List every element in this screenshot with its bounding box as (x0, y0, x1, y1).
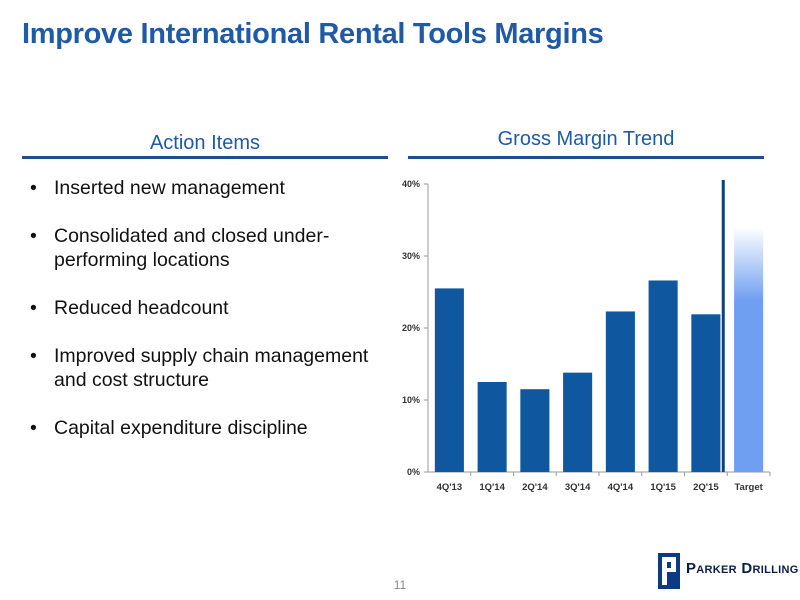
gross-margin-rule (408, 156, 764, 159)
action-item: • Reduced headcount (30, 296, 390, 320)
y-tick-label: 40% (402, 179, 420, 189)
action-item-text: Reduced headcount (54, 297, 229, 319)
action-item: • Improved supply chain management and co… (30, 344, 390, 392)
margin-bar (648, 280, 678, 472)
margin-bar (563, 372, 593, 472)
bullet-icon: • (30, 225, 37, 247)
bullet-icon: • (30, 417, 37, 439)
margin-bar (520, 389, 550, 472)
bullet-icon: • (30, 297, 37, 319)
action-item-text: Improved supply chain management and cos… (54, 345, 369, 391)
y-tick-label: 10% (402, 395, 420, 405)
x-tick-label: 2Q'15 (693, 482, 719, 493)
action-item-text: Consolidated and closed under-performing… (54, 225, 330, 271)
target-divider-line (721, 180, 725, 472)
action-item: • Inserted new management (30, 176, 390, 200)
logo-text: Parker Drilling (686, 560, 799, 577)
page-number: 11 (393, 578, 407, 592)
y-tick-label: 30% (402, 251, 420, 261)
gross-margin-chart: 0% 10% 20% 30% 40% 4Q'13 1Q'14 2Q'14 3Q'14 4Q'14 1… (402, 179, 771, 493)
x-tick-label: 3Q'14 (565, 482, 591, 493)
action-items-rule (22, 156, 388, 159)
action-item-text: Capital expenditure discipline (54, 417, 308, 439)
y-tick-label: 20% (402, 323, 420, 333)
bullet-icon: • (30, 177, 37, 199)
x-tick-label: 4Q'14 (608, 482, 634, 493)
margin-bar (691, 314, 721, 472)
x-tick-label: Target (734, 482, 763, 493)
x-tick-label: 4Q'13 (437, 482, 463, 493)
slide-title: Improve International Rental Tools Margi… (22, 18, 604, 50)
action-items-list: • Inserted new management • Consolidated a… (30, 176, 390, 464)
margin-bar (434, 288, 464, 472)
bullet-icon: • (30, 345, 37, 367)
parker-drilling-logo-icon (658, 553, 680, 589)
action-items-heading: Action Items (149, 132, 261, 154)
margin-bar (605, 311, 635, 472)
target-bar (734, 227, 764, 472)
company-logo: Parker Drilling (658, 553, 798, 589)
action-item-text: Inserted new management (54, 177, 285, 199)
x-tick-label: 2Q'14 (522, 482, 548, 493)
x-tick-label: 1Q'14 (479, 482, 505, 493)
gross-margin-heading: Gross Margin Trend (497, 128, 675, 150)
action-item: • Capital expenditure discipline (30, 416, 390, 440)
y-tick-label: 0% (407, 467, 420, 477)
x-tick-label: 1Q'15 (650, 482, 676, 493)
action-item: • Consolidated and closed under-performin… (30, 224, 390, 272)
margin-bar (477, 382, 507, 472)
